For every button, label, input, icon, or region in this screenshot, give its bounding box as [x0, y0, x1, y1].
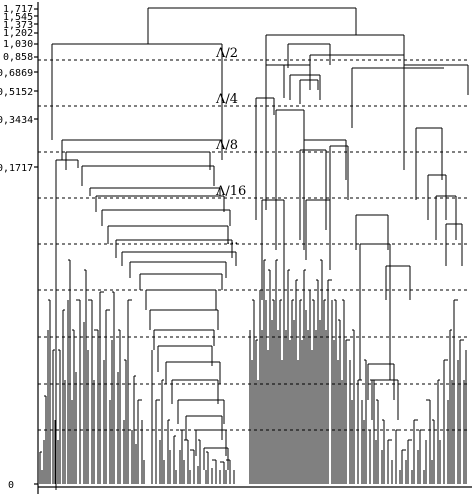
y-tick-label: 1,202: [3, 28, 33, 39]
level-labels: Λ/2 Λ/4 Λ/8 Λ/16 ...: [215, 46, 246, 248]
y-tick-label: 0,6869: [0, 68, 33, 79]
dendrogram-tree: [39, 7, 469, 490]
y-tick-label: 0,1717: [0, 163, 33, 174]
y-tick-label: 0: [8, 480, 14, 491]
y-tick-label: 1,373: [3, 20, 33, 31]
y-tick-label: 1,030: [3, 39, 33, 50]
level-label-eighth: Λ/8: [215, 138, 238, 153]
level-label-quarter: Λ/4: [215, 92, 238, 107]
y-axis-ticks: [34, 8, 38, 485]
y-tick-label: 1,717: [3, 4, 33, 15]
y-tick-label: 0,5152: [0, 87, 33, 98]
level-label-half: Λ/2: [215, 46, 238, 61]
level-label-sixteenth: Λ/16: [215, 184, 246, 199]
y-tick-label: 0,858: [3, 52, 33, 63]
y-tick-labels: 1,717 1,545 1,373 1,202 1,030 0,858 0,68…: [0, 4, 33, 491]
y-tick-label: 0,3434: [0, 115, 33, 126]
y-tick-label: 1,545: [3, 12, 33, 23]
